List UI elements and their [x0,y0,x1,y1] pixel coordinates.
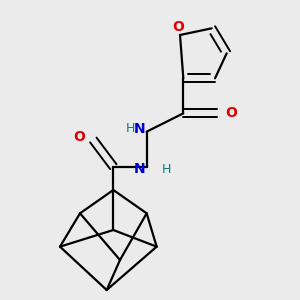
Text: O: O [172,20,184,34]
Text: O: O [73,130,85,144]
Text: H: H [126,122,135,136]
Text: N: N [134,162,145,176]
Text: H: H [162,163,171,176]
Text: N: N [134,122,145,136]
Text: O: O [225,106,237,120]
